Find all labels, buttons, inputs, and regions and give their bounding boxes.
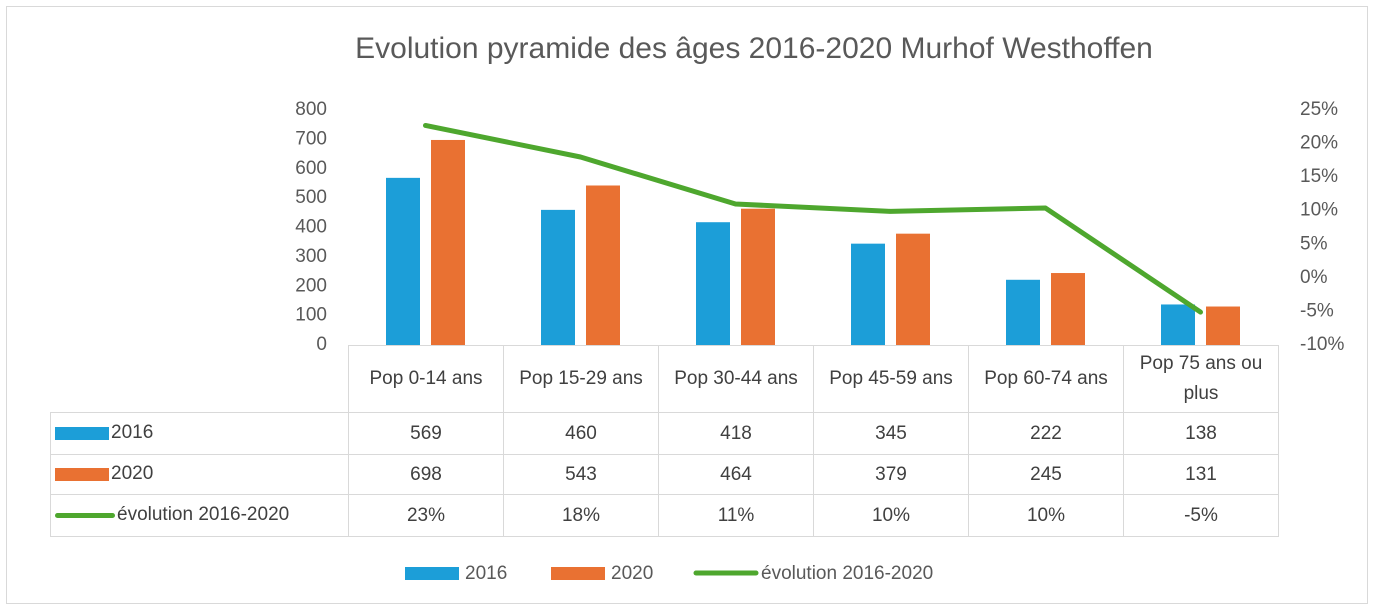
- bar: [386, 177, 420, 345]
- table-value: 460: [503, 412, 659, 455]
- table-value: 10%: [813, 494, 969, 537]
- y-tick-label: 400: [295, 217, 327, 238]
- legend-key: [55, 426, 109, 440]
- y2-tick-label: 25%: [1300, 99, 1338, 120]
- table-value: 418: [658, 412, 814, 455]
- data-table: Pop 0-14 ans Pop 15-29 ans Pop 30-44 ans Po…: [50, 345, 1279, 537]
- blank-cell: [50, 345, 349, 413]
- series-name: évolution 2016-2020: [117, 504, 290, 526]
- header-row: Pop 0-14 ans Pop 15-29 ans Pop 30-44 ans Po…: [50, 345, 1279, 413]
- table-value: 23%: [348, 494, 504, 537]
- chart-frame: [6, 6, 1368, 604]
- bar: [1161, 304, 1195, 345]
- y-tick-label: 700: [295, 128, 327, 149]
- table-value: 379: [813, 454, 969, 495]
- table-value: 138: [1123, 412, 1279, 455]
- legend-label: 2016: [465, 563, 507, 584]
- y2-tick-label: 15%: [1300, 166, 1338, 187]
- bar: [896, 233, 930, 345]
- series-row: 2020 698 543 464 379 245 131: [50, 454, 1279, 495]
- series-row: 2016 569 460 418 345 222 138: [50, 412, 1279, 455]
- y-tick-label: 600: [295, 158, 327, 179]
- category-label: Pop 60-74 ans: [968, 345, 1124, 413]
- table-value: 345: [813, 412, 969, 455]
- bar: [431, 139, 465, 345]
- category-label: Pop 30-44 ans: [658, 345, 814, 413]
- bar: [1051, 273, 1085, 345]
- category-label: Pop 0-14 ans: [348, 345, 504, 413]
- table-value: 131: [1123, 454, 1279, 495]
- legend-label: évolution 2016-2020: [761, 563, 933, 584]
- table-value: 18%: [503, 494, 659, 537]
- y-tick-label: 300: [295, 246, 327, 267]
- legend-key: [551, 567, 605, 580]
- bar: [541, 209, 575, 345]
- bar: [1006, 279, 1040, 345]
- y-tick-label: 800: [295, 99, 327, 120]
- table-value: 543: [503, 454, 659, 495]
- bar: [741, 208, 775, 345]
- line-series: [423, 122, 1203, 315]
- category-label: Pop 15-29 ans: [503, 345, 659, 413]
- chart-title: Evolution pyramide des âges 2016-2020 Mu…: [355, 32, 1153, 65]
- table-value: 698: [348, 454, 504, 495]
- y2-tick-label: 10%: [1300, 200, 1338, 221]
- y2-tick-label: 0%: [1300, 267, 1328, 288]
- series-head: évolution 2016-2020: [50, 494, 349, 537]
- legend-key: [55, 467, 109, 481]
- category-label: Pop 75 ans ou plus: [1123, 345, 1279, 413]
- bar: [851, 243, 885, 345]
- table-value: 11%: [658, 494, 814, 537]
- y-tick-label: 500: [295, 187, 327, 208]
- bar: [586, 185, 620, 345]
- series-name: 2020: [111, 463, 154, 485]
- category-label: Pop 45-59 ans: [813, 345, 969, 413]
- table-value: 245: [968, 454, 1124, 495]
- table-value: 10%: [968, 494, 1124, 537]
- y2-tick-label: 5%: [1300, 233, 1328, 254]
- y2-tick-label: -5%: [1300, 300, 1334, 321]
- bar: [1206, 306, 1240, 345]
- series-row: évolution 2016-2020 23% 18% 11% 10% 10% -5%: [50, 494, 1279, 537]
- y-tick-label: 200: [295, 275, 327, 296]
- legend-key: [55, 512, 115, 518]
- series-head: 2016: [50, 412, 349, 455]
- table-value: 222: [968, 412, 1124, 455]
- series-name: 2016: [111, 422, 154, 444]
- bar: [696, 222, 730, 345]
- y2-tick-label: 20%: [1300, 133, 1338, 154]
- y-tick-label: 0: [316, 334, 327, 355]
- table-value: -5%: [1123, 494, 1279, 537]
- y-tick-label: 100: [295, 305, 327, 326]
- legend-key: [405, 567, 459, 580]
- table-value: 464: [658, 454, 814, 495]
- y2-tick-label: -10%: [1300, 334, 1344, 355]
- legend-label: 2020: [611, 563, 653, 584]
- series-head: 2020: [50, 454, 349, 495]
- table-value: 569: [348, 412, 504, 455]
